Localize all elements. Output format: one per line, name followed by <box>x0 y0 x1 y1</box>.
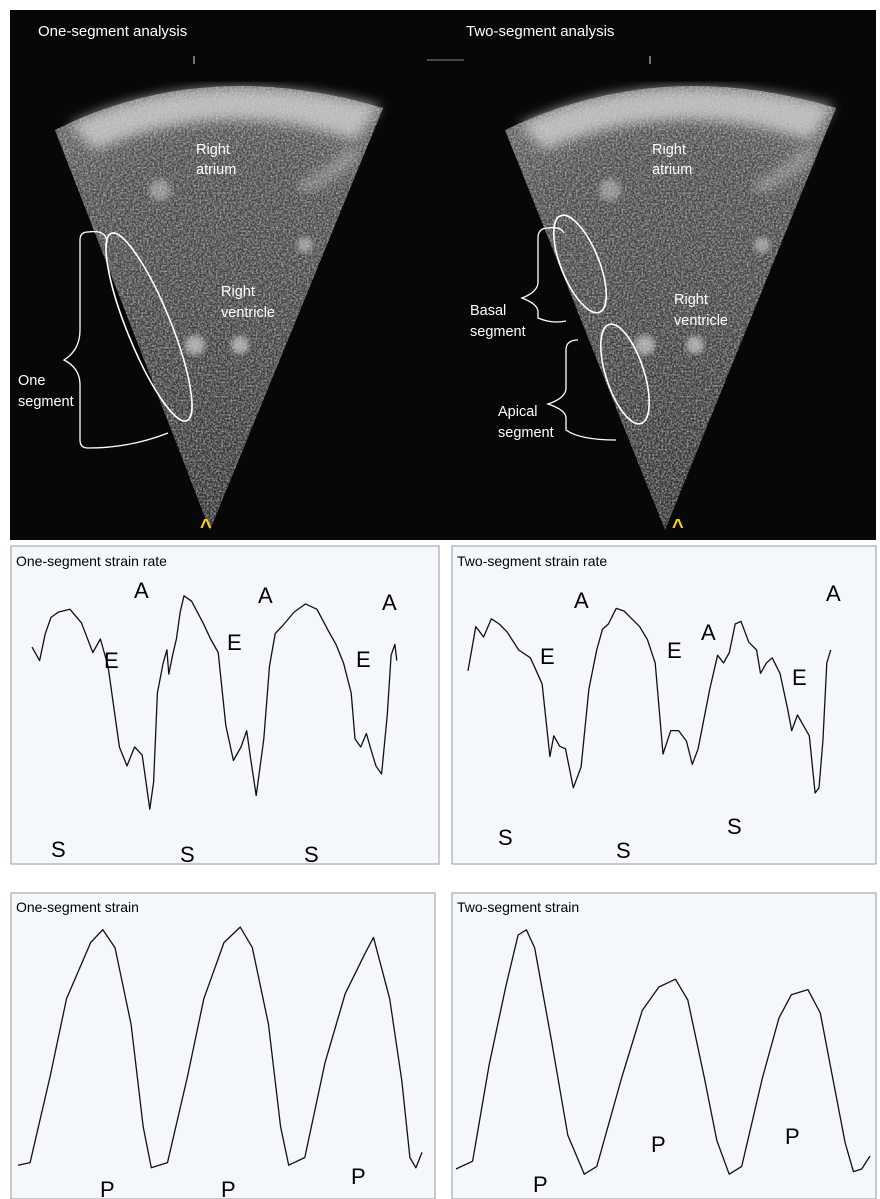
peak-label-a1: A <box>134 578 149 603</box>
basal-segment-label-2: segment <box>470 324 526 340</box>
right-ventricle-label-1: Right <box>674 292 708 308</box>
right-echo-title: Two-segment analysis <box>466 23 614 40</box>
peak-label-a2: A <box>701 620 716 645</box>
basal-segment-bracket <box>520 227 567 323</box>
peak-label-s3: S <box>304 842 319 867</box>
peak-label-p3: P <box>351 1164 366 1189</box>
panel-title: Two-segment strain <box>457 899 579 915</box>
basal-segment-label-1: Basal <box>470 303 506 319</box>
peak-label-e2: E <box>227 630 242 655</box>
panel-title: Two-segment strain rate <box>457 553 607 569</box>
right-ventricle-label-2: ventricle <box>674 313 728 329</box>
left-atrium-label-1: Right <box>196 142 230 158</box>
panel-frame <box>451 892 877 1199</box>
peak-label-a1: A <box>574 588 589 613</box>
one-segment-bracket-top <box>87 230 108 248</box>
panel-two-seg-strain: Two-segment strain P P P <box>451 892 877 1199</box>
peak-label-p2: P <box>651 1132 666 1157</box>
peak-label-a3: A <box>826 581 841 606</box>
peak-label-e1: E <box>104 648 119 673</box>
basal-segment-ellipse <box>552 214 608 314</box>
peak-label-e1: E <box>540 644 555 669</box>
left-ventricle-label-1: Right <box>221 284 255 300</box>
basal-bracket-top <box>547 226 565 234</box>
peak-label-s1: S <box>498 825 513 850</box>
panel-two-seg-sr: Two-segment strain rate E A S E A S E A … <box>451 545 877 865</box>
left-echo-sector <box>55 86 383 530</box>
one-segment-ellipse <box>105 232 193 422</box>
trace-line <box>17 926 423 1169</box>
trace-line <box>31 595 398 810</box>
panel-frame <box>10 892 436 1199</box>
panel-one-seg-sr: One-segment strain rate E A S E A S E A … <box>10 545 440 867</box>
trace-line <box>455 929 871 1175</box>
left-echo-title: One-segment analysis <box>38 23 187 40</box>
one-segment-bracket <box>62 231 89 449</box>
right-echo-sector <box>505 86 836 530</box>
left-segment-label-2: segment <box>18 394 74 410</box>
left-apex-marker: ^ <box>200 516 212 538</box>
peak-label-s2: S <box>616 838 631 863</box>
peak-label-e3: E <box>792 665 807 690</box>
left-ventricle-label-2: ventricle <box>221 305 275 321</box>
echo-image: One-segment analysis Two-segment analysi… <box>10 10 876 540</box>
apical-segment-label-2: segment <box>498 425 554 441</box>
trace-line <box>467 607 832 794</box>
right-atrium-label-1: Right <box>652 142 686 158</box>
apical-segment-ellipse <box>600 323 650 425</box>
left-atrium-label-2: atrium <box>196 162 236 178</box>
peak-label-a3: A <box>382 590 397 615</box>
left-segment-label-1: One <box>18 373 45 389</box>
right-apex-marker: ^ <box>672 516 684 538</box>
peak-label-p2: P <box>221 1177 236 1199</box>
right-atrium-label-2: atrium <box>652 162 692 178</box>
peak-label-e2: E <box>667 638 682 663</box>
peak-label-p1: P <box>533 1172 548 1197</box>
peak-label-e3: E <box>356 647 371 672</box>
one-segment-bracket-bottom <box>87 432 169 449</box>
panel-frame <box>10 545 440 865</box>
peak-label-s1: S <box>51 837 66 862</box>
peak-label-a2: A <box>258 583 273 608</box>
panel-one-seg-strain: One-segment strain P P P <box>10 892 436 1199</box>
peak-label-p1: P <box>100 1177 115 1199</box>
peak-label-p3: P <box>785 1124 800 1149</box>
panel-title: One-segment strain <box>16 899 139 915</box>
panel-frame <box>451 545 877 865</box>
peak-label-s3: S <box>727 814 742 839</box>
panel-title: One-segment strain rate <box>16 553 167 569</box>
apical-segment-bracket <box>545 339 617 441</box>
peak-label-s2: S <box>180 842 195 867</box>
apical-segment-label-1: Apical <box>498 404 538 420</box>
